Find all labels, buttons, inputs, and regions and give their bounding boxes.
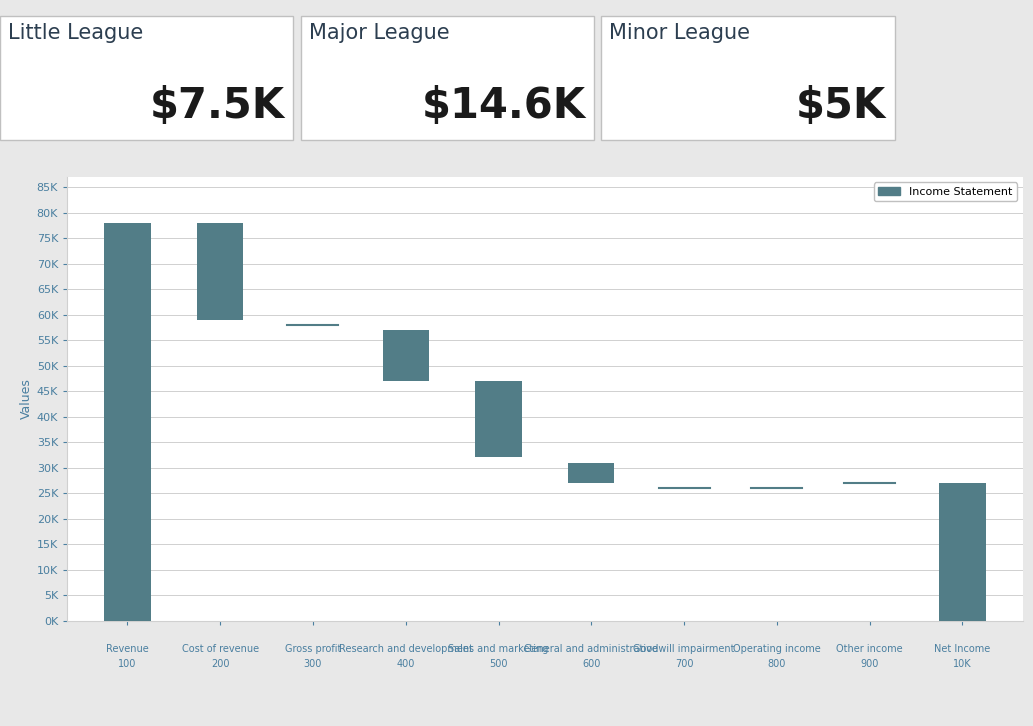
FancyBboxPatch shape	[301, 15, 594, 139]
FancyBboxPatch shape	[601, 15, 895, 139]
Bar	[197, 223, 244, 319]
Text: Goodwill impairment: Goodwill impairment	[633, 644, 734, 653]
Text: Gross profit: Gross profit	[285, 644, 341, 653]
Text: 300: 300	[304, 659, 322, 669]
Bar	[475, 381, 522, 457]
Text: Cost of revenue: Cost of revenue	[182, 644, 259, 653]
Text: Little League: Little League	[8, 23, 144, 44]
Text: Net Income: Net Income	[934, 644, 991, 653]
Legend: Income Statement: Income Statement	[874, 182, 1018, 201]
Text: 500: 500	[490, 659, 508, 669]
Text: Research and development: Research and development	[339, 644, 473, 653]
Bar	[568, 462, 615, 483]
Text: Other income: Other income	[837, 644, 903, 653]
Text: 10K: 10K	[953, 659, 972, 669]
Text: 800: 800	[768, 659, 786, 669]
Text: 200: 200	[211, 659, 229, 669]
Bar	[382, 330, 429, 381]
Text: 700: 700	[675, 659, 693, 669]
Text: Revenue: Revenue	[106, 644, 149, 653]
Text: Minor League: Minor League	[609, 23, 750, 44]
Text: 400: 400	[397, 659, 415, 669]
Text: Sales and marketing: Sales and marketing	[448, 644, 549, 653]
Text: 600: 600	[583, 659, 600, 669]
FancyBboxPatch shape	[0, 15, 293, 139]
Text: $7.5K: $7.5K	[150, 85, 285, 127]
Text: $5K: $5K	[796, 85, 886, 127]
Text: Operating income: Operating income	[733, 644, 820, 653]
Text: General and administrative: General and administrative	[525, 644, 658, 653]
Text: $14.6K: $14.6K	[421, 85, 586, 127]
Bar	[104, 223, 151, 621]
Text: 900: 900	[860, 659, 879, 669]
Text: Major League: Major League	[309, 23, 449, 44]
Y-axis label: Values: Values	[20, 378, 33, 419]
Bar	[939, 483, 985, 621]
Text: 100: 100	[118, 659, 136, 669]
